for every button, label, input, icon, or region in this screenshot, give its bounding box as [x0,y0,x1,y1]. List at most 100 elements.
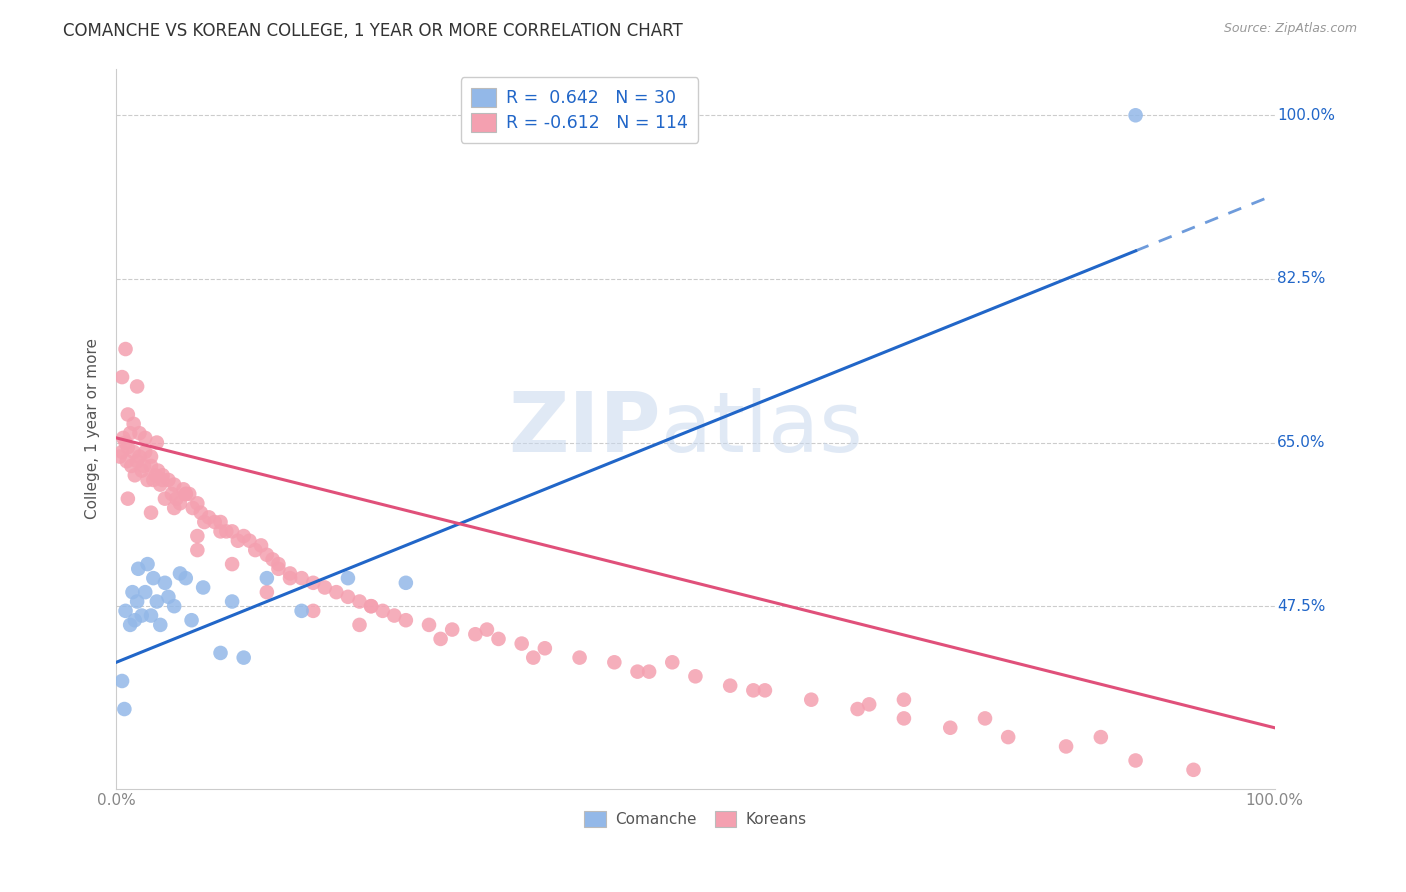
Point [858,698,880,712]
Point [193,515,215,529]
Point [114,604,136,618]
Point [278,566,301,581]
Point [488,632,510,646]
Point [238,533,260,548]
Point [360,599,382,614]
Point [122,445,145,459]
Point [314,581,336,595]
Point [371,604,394,618]
Point [120,426,142,441]
Point [180,613,202,627]
Point [349,594,371,608]
Point [145,468,167,483]
Point [146,594,169,608]
Text: ZIP: ZIP [508,388,661,469]
Text: 82.5%: 82.5% [1277,271,1326,286]
Point [149,477,172,491]
Point [638,665,661,679]
Point [718,679,741,693]
Point [174,487,197,501]
Point [191,581,214,595]
Point [152,468,174,483]
Point [146,435,169,450]
Point [250,538,273,552]
Point [128,426,150,441]
Point [522,650,544,665]
Point [115,454,138,468]
Point [136,473,159,487]
Point [114,435,136,450]
Point [169,496,191,510]
Point [256,585,278,599]
Point [121,585,143,599]
Point [256,548,278,562]
Point [291,604,314,618]
Point [209,515,232,529]
Point [131,608,153,623]
Point [114,342,136,356]
Point [139,608,162,623]
Point [534,641,557,656]
Point [336,590,359,604]
Point [262,552,284,566]
Point [127,454,149,468]
Point [204,515,226,529]
Point [893,692,915,706]
Point [429,632,451,646]
Point [395,575,418,590]
Point [163,501,186,516]
Point [974,711,997,725]
Point [153,491,176,506]
Text: Source: ZipAtlas.com: Source: ZipAtlas.com [1223,22,1357,36]
Point [510,637,533,651]
Point [117,491,139,506]
Point [174,487,197,501]
Point [117,440,139,454]
Point [336,571,359,585]
Point [111,673,134,688]
Point [124,468,146,483]
Point [157,590,180,604]
Point [626,665,648,679]
Point [939,721,962,735]
Point [215,524,238,539]
Text: COMANCHE VS KOREAN COLLEGE, 1 YEAR OR MORE CORRELATION CHART: COMANCHE VS KOREAN COLLEGE, 1 YEAR OR MO… [63,22,683,40]
Point [302,604,325,618]
Point [1054,739,1077,754]
Point [131,464,153,478]
Point [382,608,405,623]
Point [349,618,371,632]
Point [441,623,464,637]
Point [221,557,243,571]
Point [1182,763,1205,777]
Point [395,613,418,627]
Point [120,618,142,632]
Point [142,473,165,487]
Point [169,566,191,581]
Point [149,618,172,632]
Text: 47.5%: 47.5% [1277,599,1326,614]
Point [139,450,162,464]
Point [198,510,221,524]
Point [1125,108,1147,122]
Text: atlas: atlas [661,388,862,469]
Point [111,445,134,459]
Point [291,571,314,585]
Point [267,562,290,576]
Point [179,487,201,501]
Point [226,533,249,548]
Point [221,594,243,608]
Point [142,571,165,585]
Point [127,379,149,393]
Point [163,599,186,614]
Point [232,650,254,665]
Point [256,571,278,585]
Point [112,431,135,445]
Point [157,473,180,487]
Text: 65.0%: 65.0% [1277,435,1326,450]
Point [800,692,823,706]
Point [209,524,232,539]
Text: 100.0%: 100.0% [1277,108,1334,123]
Point [139,458,162,473]
Point [685,669,707,683]
